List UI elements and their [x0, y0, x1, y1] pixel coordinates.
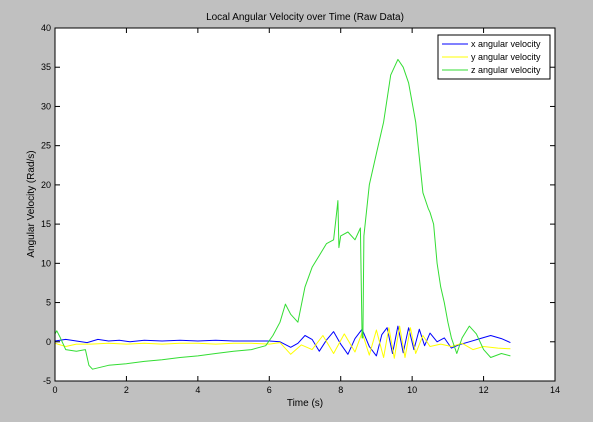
y-tick-label: 30: [41, 101, 51, 111]
axes-box: [54, 27, 556, 382]
y-tick-label: 25: [41, 141, 51, 151]
series-line-y: [54, 325, 511, 359]
y-tick-label: 15: [41, 219, 51, 229]
series-layer: [54, 58, 511, 370]
legend-label: z angular velocity: [471, 65, 541, 75]
y-tick-label: -5: [43, 376, 51, 386]
x-tick-label: 10: [407, 385, 417, 395]
legend: x angular velocity y angular velocity z an…: [437, 34, 551, 80]
plot-area: [55, 28, 555, 381]
y-tick-label: 40: [41, 23, 51, 33]
x-axis-label: Time (s): [287, 398, 323, 409]
x-tick-label: 8: [338, 385, 343, 395]
y-tick-label: 35: [41, 62, 51, 72]
y-tick-label: 20: [41, 180, 51, 190]
legend-label: y angular velocity: [471, 52, 541, 62]
y-tick-label: 10: [41, 258, 51, 268]
x-tick-label: 6: [267, 385, 272, 395]
x-tick-label: 14: [550, 385, 560, 395]
x-tick-label: 0: [52, 385, 57, 395]
chart-title: Local Angular Velocity over Time (Raw Da…: [206, 12, 404, 23]
y-axis-label: Angular Velocity (Rad/s): [26, 150, 37, 257]
x-tick-label: 4: [195, 385, 200, 395]
x-tick-label: 12: [479, 385, 489, 395]
legend-label: x angular velocity: [471, 39, 541, 49]
series-line-z: [54, 58, 511, 370]
y-tick-label: 0: [46, 337, 51, 347]
x-tick-label: 2: [124, 385, 129, 395]
y-tick-label: 5: [46, 298, 51, 308]
series-line-x: [54, 325, 511, 357]
